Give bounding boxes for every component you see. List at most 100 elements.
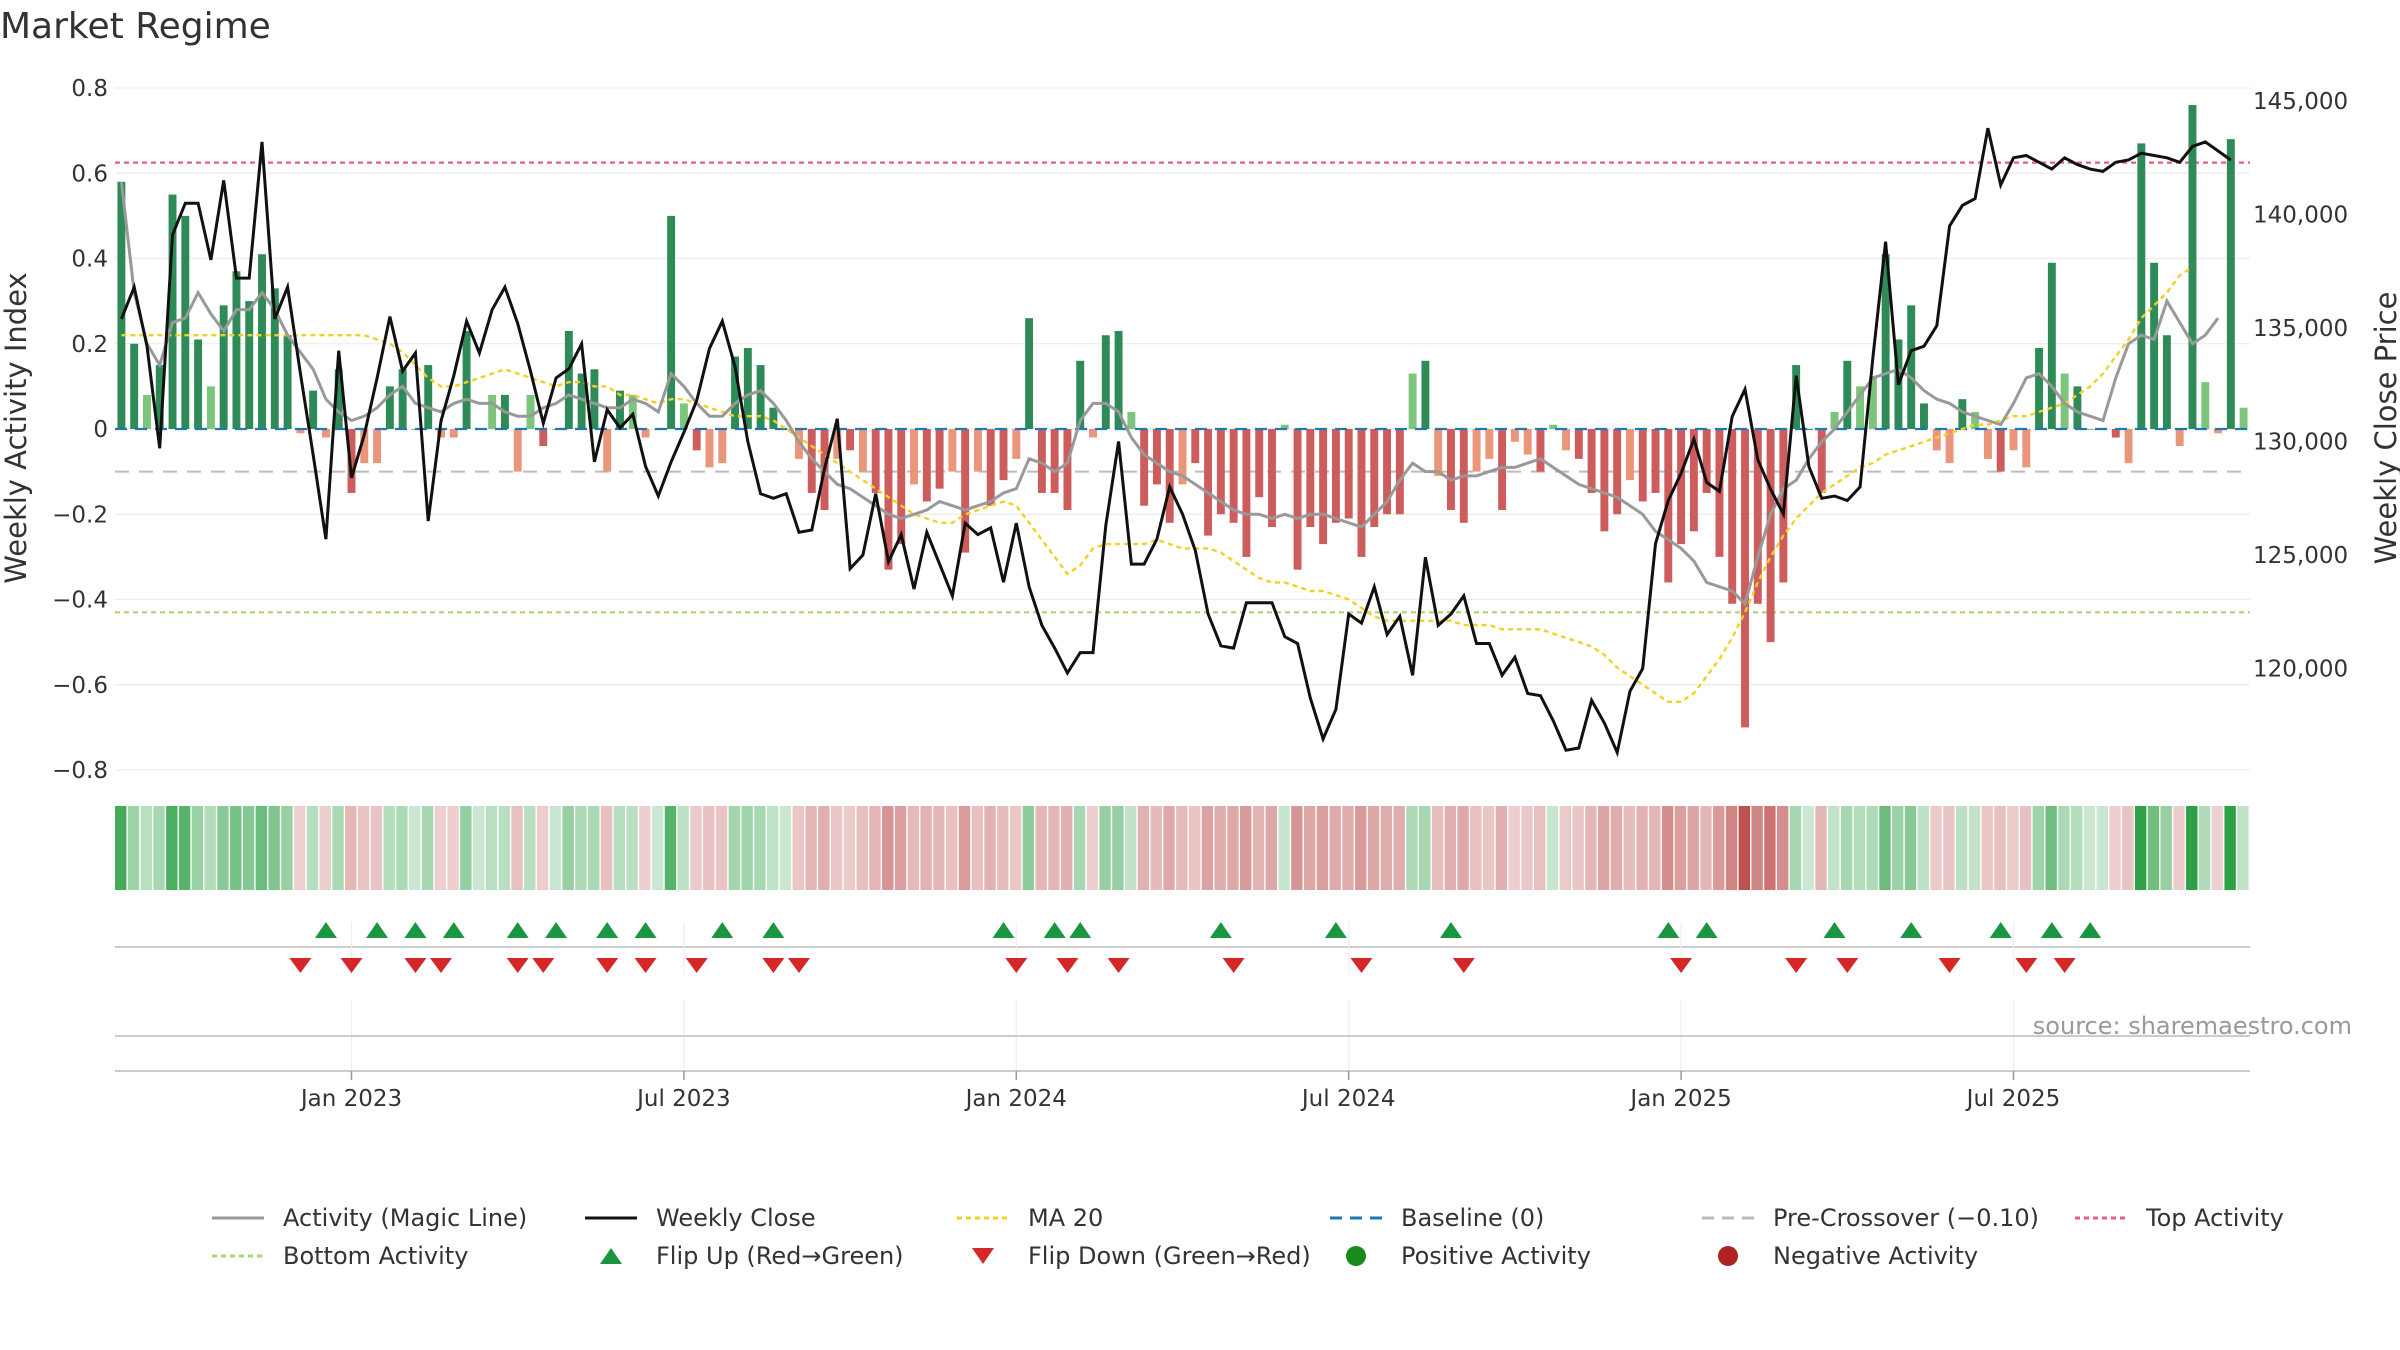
- activity-bar: [2086, 429, 2095, 430]
- legend-label: Pre-Crossover (−0.10): [1773, 1204, 2039, 1232]
- heat-strip-cell: [1252, 806, 1265, 890]
- heat-strip-cell: [1099, 806, 1111, 890]
- activity-bar: [2226, 139, 2235, 429]
- heat-strip-cell: [639, 806, 651, 890]
- activity-bar: [1229, 429, 1238, 523]
- activity-bar: [1370, 429, 1379, 528]
- flip-up-marker: [762, 922, 785, 938]
- activity-bar: [1140, 429, 1149, 506]
- heat-strip-cell: [115, 806, 127, 890]
- activity-bar: [973, 429, 982, 472]
- activity-bar: [1498, 429, 1507, 510]
- heat-strip-cell: [293, 806, 306, 890]
- activity-bar: [1178, 429, 1187, 485]
- activity-bar: [437, 429, 445, 438]
- heat-strip-cell: [1240, 806, 1252, 890]
- activity-bar: [577, 373, 586, 429]
- activity-bar: [1268, 429, 1276, 528]
- legend-item: Baseline (0): [1330, 1204, 1544, 1232]
- heat-strip-cell: [1981, 806, 1993, 890]
- activity-bar: [1856, 386, 1865, 429]
- heat-strip-cell: [1419, 806, 1431, 890]
- heat-strip-cell: [153, 806, 165, 890]
- activity-bar: [986, 429, 995, 506]
- heat-strip-cell: [792, 806, 804, 890]
- heat-strip-cell: [754, 806, 766, 890]
- flip-down-marker: [340, 958, 363, 973]
- legend-label: Negative Activity: [1773, 1242, 1978, 1270]
- heat-strip-cell: [1124, 806, 1137, 890]
- ma20-line: [121, 266, 2194, 703]
- activity-bar: [743, 348, 752, 429]
- activity-bar: [1920, 403, 1928, 429]
- heat-strip-cell: [2096, 806, 2108, 890]
- activity-bar: [603, 429, 612, 472]
- x-tick-label: Jul 2024: [1300, 1086, 1396, 1112]
- activity-bar: [1204, 429, 1213, 536]
- activity-bar: [1549, 424, 1558, 429]
- heat-strip-cell: [1534, 806, 1546, 890]
- y-left-axis-label: Weekly Activity Index: [0, 272, 33, 583]
- heat-strip-cell: [626, 806, 638, 890]
- flip-down-marker: [596, 958, 619, 973]
- heat-strip-cell: [1061, 806, 1073, 890]
- heat-strip-cell: [882, 806, 894, 890]
- y-left-tick-label: 0: [93, 417, 108, 443]
- activity-bar: [2162, 335, 2171, 429]
- activity-bar: [1536, 429, 1545, 472]
- activity-bar: [2047, 262, 2056, 429]
- activity-bar: [539, 429, 548, 447]
- heat-strip-cell: [1802, 806, 1814, 890]
- magic-line: [119, 181, 2220, 607]
- heat-strip-cell: [1201, 806, 1214, 890]
- activity-bar: [884, 429, 893, 570]
- legend-item: Negative Activity: [1718, 1242, 1978, 1270]
- heat-strip-cell: [396, 806, 408, 890]
- flip-up-marker: [634, 922, 657, 938]
- activity-bar: [1613, 429, 1622, 515]
- activity-bar: [1741, 429, 1749, 728]
- activity-bar: [1421, 360, 1430, 429]
- activity-bar: [1255, 429, 1264, 498]
- y-right-tick-label: 140,000: [2253, 203, 2348, 229]
- activity-bar: [1152, 429, 1161, 485]
- heat-strip-cell: [779, 806, 792, 890]
- activity-bar: [2214, 429, 2223, 434]
- heat-strip-cell: [1508, 806, 1520, 890]
- heat-strip-cell: [1444, 806, 1456, 890]
- activity-bar: [1242, 429, 1251, 557]
- legend-label: Positive Activity: [1401, 1242, 1591, 1270]
- heat-strip-cell: [869, 806, 881, 890]
- y-right-tick-label: 135,000: [2253, 316, 2348, 342]
- activity-bar: [1165, 429, 1174, 523]
- flip-down-marker: [787, 958, 810, 973]
- heat-strip-cell: [1278, 806, 1290, 890]
- activity-bar: [1344, 429, 1353, 519]
- activity-bar: [1562, 429, 1570, 451]
- flip-up-marker: [366, 922, 389, 938]
- activity-bar: [360, 429, 369, 464]
- flip-up-marker: [545, 922, 568, 938]
- activity-bar: [1983, 429, 1992, 459]
- heat-strip-cell: [664, 806, 677, 890]
- heat-strip-cell: [447, 806, 459, 890]
- y-left-tick-label: 0.8: [71, 76, 108, 102]
- heat-strip-cell: [1713, 806, 1725, 890]
- heat-strip-cell: [2224, 806, 2236, 890]
- heat-strip-cell: [2032, 806, 2045, 890]
- heat-strip-cell: [524, 806, 536, 890]
- heat-strip-cell: [2186, 806, 2198, 890]
- activity-bar: [1766, 429, 1775, 643]
- legend-item: Weekly Close: [585, 1204, 816, 1232]
- heat-strip-cell: [127, 806, 140, 890]
- flip-down-marker: [289, 958, 312, 973]
- y-right-axis-label: Weekly Close Price: [2369, 292, 2400, 565]
- heat-strip-cell: [920, 806, 932, 890]
- heat-strip-cell: [1009, 806, 1022, 890]
- heat-strip-cell: [1930, 806, 1942, 890]
- activity-bar: [296, 429, 305, 434]
- heat-strip-cell: [2211, 806, 2224, 890]
- heat-strip-cell: [2198, 806, 2211, 890]
- heat-strip-cell: [1623, 806, 1635, 890]
